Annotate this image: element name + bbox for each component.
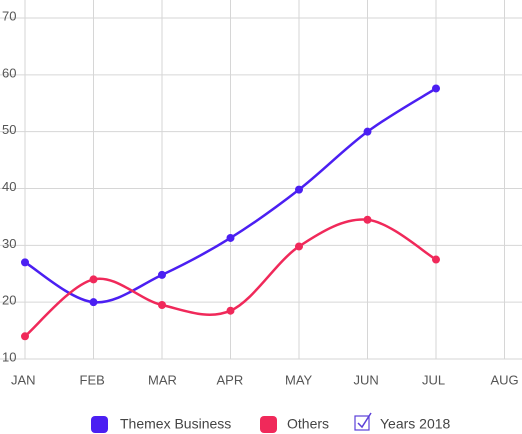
- point: [295, 242, 303, 251]
- point: [21, 332, 29, 341]
- point: [89, 275, 98, 284]
- point: [363, 127, 372, 136]
- y-tick-label: 30: [2, 236, 16, 251]
- x-tick-label: AUG: [491, 372, 519, 387]
- x-tick-label: MAY: [285, 372, 313, 387]
- check-icon: [357, 412, 372, 429]
- x-tick-label: MAR: [148, 372, 177, 387]
- y-tick-label: 40: [2, 179, 16, 194]
- legend-toggle-label[interactable]: Years 2018: [380, 416, 451, 432]
- point: [432, 84, 440, 93]
- point: [226, 306, 235, 315]
- point: [295, 185, 303, 194]
- x-tick-label: JUL: [422, 372, 445, 387]
- legend-label: Others: [287, 416, 329, 432]
- y-tick-label: 50: [2, 122, 16, 137]
- point: [89, 298, 98, 307]
- legend: Years 2018 Themex Business Others: [91, 412, 451, 433]
- y-tick-label: 60: [2, 65, 16, 80]
- legend-swatch: [91, 416, 108, 433]
- x-tick-label: JUN: [354, 372, 379, 387]
- y-tick-label: 70: [2, 8, 16, 23]
- x-tick-label: APR: [217, 372, 244, 387]
- legend-swatch: [260, 416, 277, 433]
- point: [158, 301, 166, 310]
- point: [21, 258, 29, 267]
- point: [158, 270, 166, 279]
- point: [363, 215, 372, 224]
- legend-label: Themex Business: [120, 416, 231, 432]
- point: [432, 255, 440, 264]
- x-tick-label: JAN: [11, 372, 36, 387]
- x-tick-label: FEB: [80, 372, 105, 387]
- y-tick-label: 10: [2, 349, 16, 364]
- point: [226, 233, 235, 242]
- legend-checkbox[interactable]: [354, 415, 370, 431]
- y-tick-label: 20: [2, 293, 16, 308]
